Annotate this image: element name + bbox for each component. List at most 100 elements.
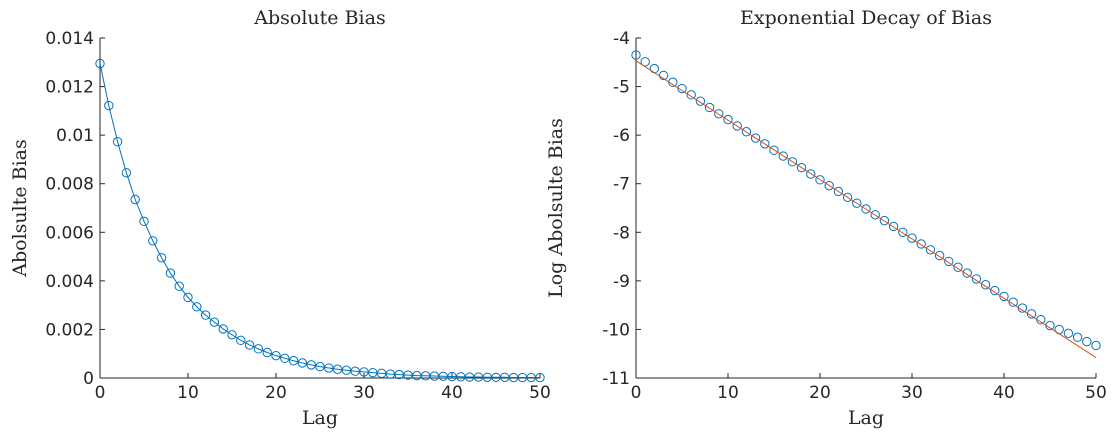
x-tick-label: 0	[631, 383, 642, 403]
data-point	[695, 96, 706, 106]
data-point	[916, 239, 926, 249]
data-point	[218, 324, 228, 334]
data-point	[112, 137, 123, 147]
data-point	[95, 58, 105, 69]
data-point	[165, 268, 176, 278]
x-tick-label: 10	[177, 383, 199, 403]
data-point	[227, 330, 237, 340]
data-point	[980, 280, 991, 290]
x-tick-label: 40	[993, 383, 1015, 403]
data-point	[262, 347, 272, 358]
data-point	[990, 285, 1000, 296]
data-point	[714, 109, 724, 119]
data-point	[833, 186, 844, 197]
series-line	[99, 63, 540, 379]
data-point	[750, 133, 761, 143]
data-point	[104, 100, 114, 111]
x-tick-label: 50	[529, 383, 551, 403]
data-point	[315, 361, 325, 372]
data-point	[640, 57, 650, 67]
data-point	[1008, 297, 1018, 307]
x-axis-label: Lag	[848, 407, 884, 429]
data-point	[870, 210, 880, 220]
x-tick-label: 20	[809, 383, 831, 403]
data-point	[1091, 340, 1101, 351]
data-point	[760, 139, 770, 149]
data-point	[130, 194, 140, 205]
data-point	[535, 372, 545, 383]
data-point	[200, 310, 211, 320]
x-tick-label: 30	[353, 383, 375, 403]
data-point	[907, 233, 917, 243]
data-point	[1017, 303, 1028, 313]
data-point	[271, 350, 281, 361]
y-tick-label: 0.002	[45, 320, 94, 340]
y-axis-label: Abolsulte Bias	[9, 139, 31, 278]
y-tick-label: 0.008	[45, 175, 94, 195]
data-point	[253, 344, 264, 354]
data-point	[879, 215, 890, 226]
series-line	[635, 60, 1097, 359]
data-point	[815, 175, 825, 185]
y-tick-label: 0.012	[45, 78, 94, 98]
data-point	[139, 216, 149, 227]
data-point	[824, 180, 834, 191]
y-axis-label: Log Abolsulte Bias	[545, 118, 567, 298]
chart-title: Exponential Decay of Bias	[740, 7, 992, 29]
data-point	[244, 340, 255, 350]
data-point	[1072, 332, 1083, 342]
data-point	[704, 102, 715, 113]
x-tick-label: 30	[901, 383, 923, 403]
data-point	[888, 221, 899, 232]
y-tick-label: -7	[613, 175, 630, 195]
x-tick-label: 20	[265, 383, 287, 403]
y-tick-label: -6	[613, 126, 630, 146]
data-point	[1063, 328, 1074, 339]
data-point	[631, 50, 641, 60]
data-point	[971, 274, 982, 284]
data-point	[723, 114, 733, 125]
data-point	[324, 363, 334, 373]
data-point	[953, 262, 963, 272]
chart-title: Absolute Bias	[253, 7, 385, 29]
data-point	[842, 192, 853, 203]
data-point	[999, 291, 1009, 302]
data-point	[796, 162, 807, 173]
data-point	[686, 90, 696, 100]
y-tick-label: -9	[613, 272, 630, 292]
data-point	[156, 253, 167, 263]
x-axis-label: Lag	[302, 407, 338, 429]
data-point	[787, 157, 798, 167]
data-point	[649, 63, 660, 74]
data-point	[236, 335, 246, 346]
data-point	[174, 281, 184, 291]
data-point	[183, 292, 193, 303]
data-point	[861, 204, 871, 214]
data-point	[306, 360, 316, 370]
data-point	[677, 83, 687, 94]
data-point	[148, 236, 158, 246]
x-tick-label: 40	[441, 383, 463, 403]
y-tick-label: -4	[613, 29, 630, 49]
data-point	[121, 168, 132, 178]
data-point	[288, 356, 299, 366]
y-tick-label: -8	[613, 223, 630, 243]
exponential-decay-chart: Exponential Decay of Bias Lag Log Abolsu…	[545, 7, 1107, 429]
x-tick-label: 0	[95, 383, 106, 403]
data-point	[192, 302, 202, 312]
data-point	[925, 245, 936, 255]
data-point	[806, 169, 816, 179]
data-point	[1082, 336, 1092, 347]
data-point	[962, 268, 972, 278]
y-tick-label: -10	[602, 320, 630, 340]
y-tick-label: 0.006	[45, 223, 94, 243]
data-point	[769, 145, 779, 155]
data-point	[341, 365, 352, 375]
data-point	[297, 358, 308, 368]
y-tick-label: -11	[602, 369, 630, 389]
data-point	[280, 353, 290, 364]
y-tick-label: 0	[83, 369, 94, 389]
absolute-bias-chart: Absolute Bias Lag Abolsulte Bias 0 10 20 30…	[9, 7, 551, 429]
data-point	[732, 121, 742, 131]
